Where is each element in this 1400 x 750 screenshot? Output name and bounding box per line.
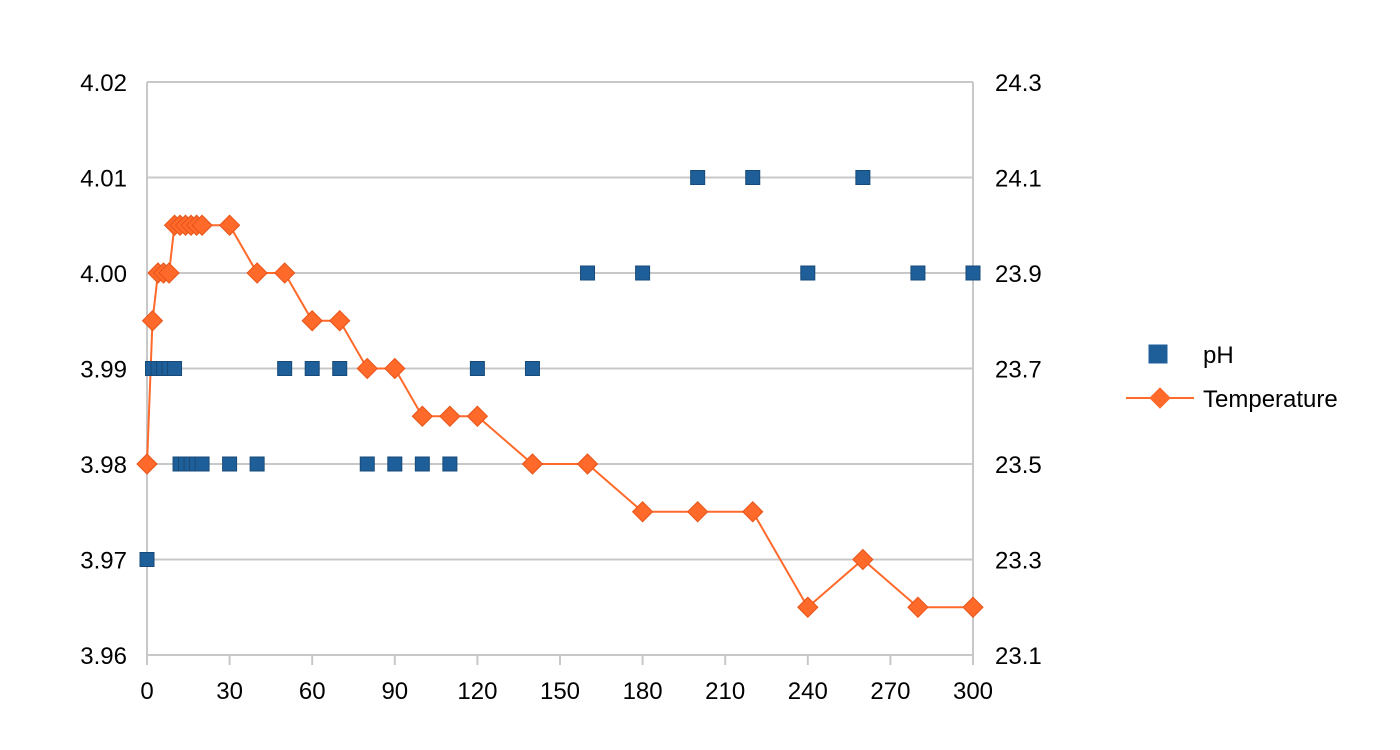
ph-point: [800, 265, 816, 281]
x-tick-label: 300: [953, 678, 993, 705]
ph-point: [524, 361, 540, 376]
ph-point: [167, 361, 183, 376]
axes-layer: 3.96 23.1 3.97 23.3 3.98 23.5 3.99 23.7 4.00 23.9…: [80, 70, 1041, 705]
y2-tick-label: 23.5: [995, 452, 1042, 479]
ph-point: [580, 265, 596, 281]
temperature-point: [301, 310, 323, 332]
ph-point: [635, 265, 651, 281]
y-tick-label: 4.02: [80, 70, 127, 97]
legend-label-temperature: Temperature: [1203, 386, 1338, 413]
temperature-point: [439, 405, 461, 427]
temperature-point: [329, 310, 351, 332]
ph-point: [965, 265, 981, 281]
temperature-point: [246, 262, 268, 284]
x-tick-label: 180: [623, 678, 663, 705]
ph-point: [910, 265, 926, 281]
temperature-point: [191, 214, 213, 236]
y-tick-label: 3.97: [80, 548, 127, 575]
temperature-point: [962, 596, 984, 618]
temperature-point: [158, 262, 180, 284]
temperature-point: [273, 262, 296, 284]
y-tick-label: 4.01: [80, 166, 127, 193]
grid-layer: [146, 81, 974, 656]
ph-point: [414, 456, 430, 472]
temperature-point: [356, 357, 378, 380]
ph-point: [469, 361, 485, 376]
temperature-point: [136, 453, 158, 475]
y-tick-label: 3.98: [80, 452, 127, 479]
temperature-point: [521, 453, 544, 475]
x-tick-label: 240: [788, 678, 828, 705]
legend: pH Temperature: [1126, 342, 1338, 413]
temperature-point: [797, 596, 819, 618]
ph-point: [304, 361, 320, 376]
ph-point: [855, 170, 871, 185]
ph-point: [249, 456, 265, 472]
ph-point: [194, 456, 210, 472]
temperature-point: [852, 548, 874, 571]
legend-label-ph: pH: [1203, 342, 1234, 369]
ph-point: [139, 552, 155, 567]
temperature-point: [141, 310, 164, 332]
legend-marker-ph: [1148, 344, 1168, 364]
legend-marker-temperature: [1149, 387, 1171, 409]
ph-point: [277, 361, 293, 376]
temperature-point: [384, 357, 406, 380]
y-tick-label: 3.99: [80, 357, 127, 384]
ph-point: [332, 361, 348, 376]
y-tick-label: 4.00: [80, 261, 127, 288]
x-tick-label: 30: [216, 678, 243, 705]
y2-tick-label: 23.9: [995, 261, 1042, 288]
x-tick-label: 270: [870, 678, 910, 705]
x-tick-label: 60: [299, 678, 326, 705]
ph-point: [359, 456, 375, 472]
x-tick-label: 150: [540, 678, 580, 705]
temperature-series-line: [146, 224, 973, 609]
y2-tick-label: 24.1: [995, 166, 1042, 193]
temperature-point: [411, 405, 434, 427]
temperature-point: [631, 501, 654, 523]
ph-point: [222, 456, 238, 472]
series-layer: [136, 170, 984, 618]
y-tick-label: 3.96: [80, 643, 127, 670]
x-tick-label: 210: [705, 678, 745, 705]
ph-point: [745, 170, 761, 185]
x-tick-label: 90: [381, 678, 408, 705]
x-tick-label: 0: [140, 678, 153, 705]
temperature-point: [576, 453, 599, 475]
ph-point: [387, 456, 403, 472]
y2-tick-label: 23.3: [995, 548, 1042, 575]
temperature-point: [686, 501, 709, 523]
ph-point: [442, 456, 458, 472]
temperature-point: [907, 596, 929, 618]
y2-tick-label: 24.3: [995, 70, 1042, 97]
temperature-point: [466, 405, 489, 427]
ph-point: [690, 170, 706, 185]
temperature-point: [742, 501, 764, 523]
x-tick-label: 120: [457, 678, 497, 705]
y2-tick-label: 23.1: [995, 643, 1042, 670]
y2-tick-label: 23.7: [995, 357, 1042, 384]
temperature-point: [218, 214, 241, 236]
